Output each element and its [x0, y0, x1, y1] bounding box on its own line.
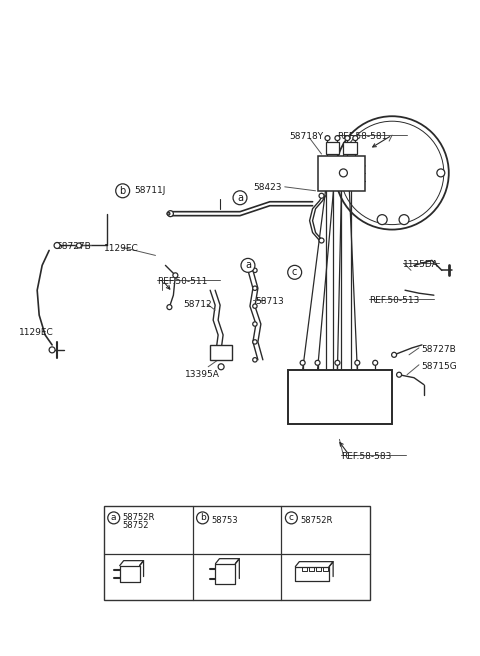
Circle shape [315, 360, 320, 365]
Text: REF.58-583: REF.58-583 [341, 452, 392, 461]
Text: 58727B: 58727B [421, 345, 456, 354]
Circle shape [399, 215, 409, 224]
Circle shape [173, 273, 178, 277]
Circle shape [253, 322, 257, 326]
Circle shape [319, 238, 324, 243]
Circle shape [253, 268, 257, 272]
Text: 58727B: 58727B [56, 241, 91, 251]
Circle shape [253, 340, 257, 344]
Text: REF.50-513: REF.50-513 [369, 297, 420, 305]
Text: 1129EC: 1129EC [19, 328, 54, 337]
Text: 58752R: 58752R [123, 513, 155, 522]
FancyBboxPatch shape [288, 370, 392, 424]
FancyBboxPatch shape [104, 506, 370, 600]
Circle shape [336, 116, 449, 230]
Text: 58752R: 58752R [300, 516, 333, 525]
Circle shape [396, 372, 402, 377]
Circle shape [241, 258, 255, 272]
Text: 58711J: 58711J [134, 186, 166, 195]
Circle shape [253, 304, 257, 308]
Circle shape [108, 512, 120, 524]
Circle shape [373, 360, 378, 365]
Circle shape [54, 243, 60, 249]
Text: REF.50-511: REF.50-511 [157, 277, 208, 286]
Circle shape [167, 212, 170, 215]
Text: 13395A: 13395A [185, 370, 220, 379]
Circle shape [286, 512, 297, 524]
Circle shape [319, 194, 324, 198]
FancyBboxPatch shape [318, 156, 365, 191]
Circle shape [325, 136, 330, 140]
Text: a: a [111, 514, 117, 522]
Circle shape [335, 136, 340, 140]
Circle shape [377, 215, 387, 224]
Circle shape [197, 512, 208, 524]
Circle shape [253, 286, 257, 291]
Circle shape [300, 360, 305, 365]
Circle shape [116, 184, 130, 197]
Text: 58752: 58752 [123, 521, 149, 530]
FancyBboxPatch shape [325, 142, 339, 154]
Circle shape [392, 352, 396, 358]
Circle shape [353, 136, 358, 140]
Circle shape [339, 169, 348, 177]
Text: b: b [200, 514, 205, 522]
Circle shape [76, 243, 82, 248]
Circle shape [233, 191, 247, 205]
FancyBboxPatch shape [210, 345, 232, 359]
Text: REF.58-581: REF.58-581 [337, 132, 388, 141]
Text: 1125DA: 1125DA [403, 260, 439, 270]
Text: 58712: 58712 [183, 300, 212, 309]
Circle shape [49, 347, 55, 353]
Text: 58423: 58423 [253, 183, 281, 192]
Text: a: a [245, 260, 251, 270]
Circle shape [168, 211, 173, 216]
FancyBboxPatch shape [343, 142, 357, 154]
Circle shape [167, 304, 172, 310]
Circle shape [345, 136, 350, 140]
Text: 58718Y: 58718Y [290, 132, 324, 141]
Text: b: b [120, 186, 126, 195]
Text: a: a [237, 193, 243, 203]
Text: 58713: 58713 [255, 297, 284, 306]
Circle shape [288, 266, 301, 279]
Text: c: c [289, 514, 294, 522]
Circle shape [218, 364, 224, 370]
Circle shape [355, 360, 360, 365]
Text: c: c [292, 268, 298, 277]
Circle shape [437, 169, 445, 177]
Circle shape [253, 358, 257, 362]
Text: 1129EC: 1129EC [104, 245, 139, 253]
Text: 58715G: 58715G [421, 362, 456, 371]
Text: 58753: 58753 [212, 516, 238, 525]
Circle shape [335, 360, 340, 365]
